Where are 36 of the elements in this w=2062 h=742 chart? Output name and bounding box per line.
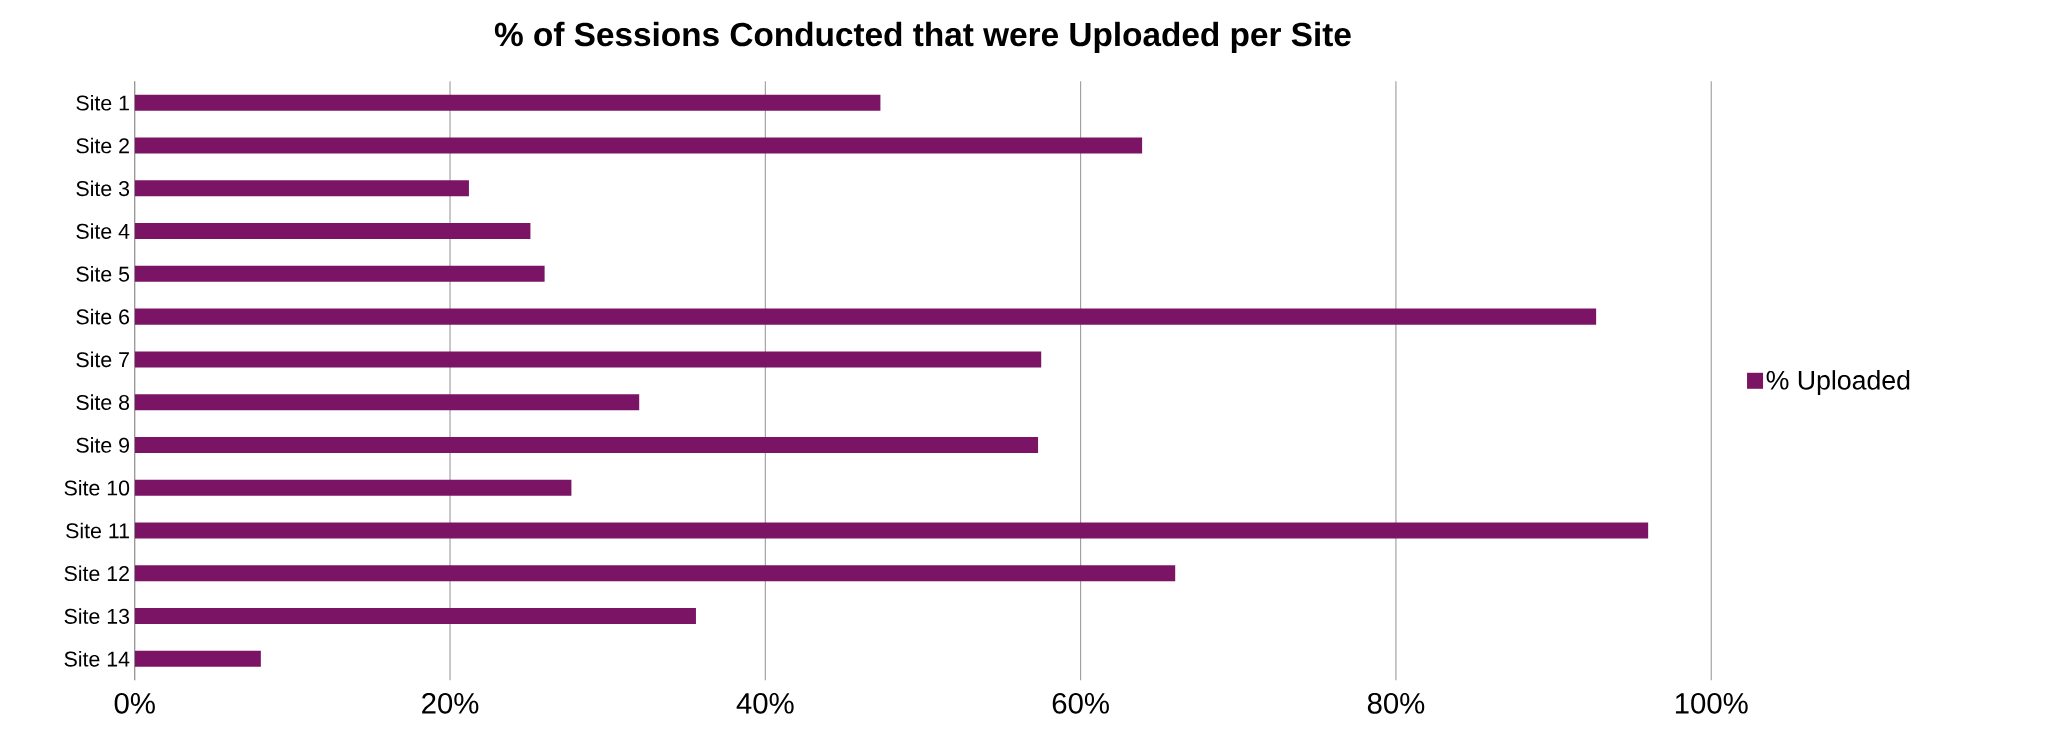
bar [134,351,1042,368]
x-tick-label: 20% [422,693,479,714]
bar [134,94,881,111]
bar [134,308,1597,325]
y-tick-label: Site 5 [76,266,130,282]
bar [134,394,640,411]
bar [134,137,1143,154]
bar [134,608,696,625]
bar [134,437,1039,454]
y-tick-label: Site 13 [64,608,130,625]
x-tick-label: 100% [1675,693,1748,714]
bar [134,180,469,197]
y-tick-label: Site 6 [76,309,130,325]
y-tick-label: Site 10 [64,480,130,496]
y-tick-label: Site 1 [76,95,129,111]
y-tick-label: Site 7 [76,351,129,368]
y-tick-label: Site 3 [76,180,130,197]
y-tick-label: Site 2 [76,137,129,154]
x-tick-label: 80% [1367,693,1425,714]
x-tick-label: 60% [1052,693,1109,714]
y-tick-label: Site 11 [66,522,129,539]
y-tick-label: Site 12 [64,565,129,582]
bar [134,565,1176,582]
bar [134,479,572,496]
bar [134,651,261,668]
chart-title: % of Sessions Conducted that were Uploaded per Site [494,22,1351,54]
legend-label: % Uploaded [1766,370,1910,396]
x-tick-label: 0% [114,693,155,714]
y-tick-label: Site 8 [76,394,130,411]
bar [134,266,545,283]
y-tick-label: Site 14 [64,651,130,667]
x-tick-label: 40% [736,693,794,714]
bar [134,522,1649,539]
y-tick-label: Site 9 [76,437,129,453]
y-tick-label: Site 4 [76,223,130,240]
bar [134,223,531,240]
